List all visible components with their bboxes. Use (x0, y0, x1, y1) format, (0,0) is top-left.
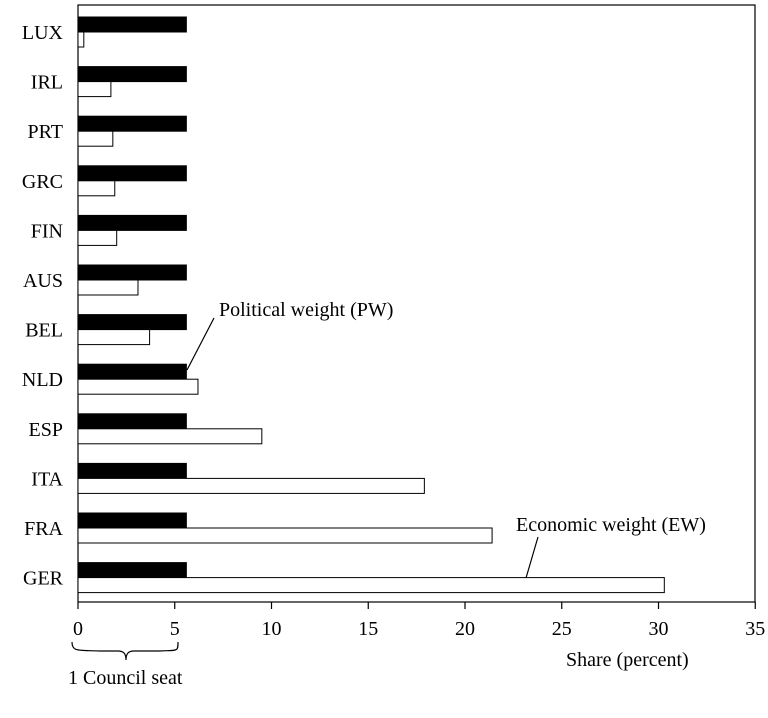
x-tick-label-20: 20 (455, 618, 475, 640)
ew-bar-grc (77, 180, 116, 197)
pw-leader-line (186, 317, 215, 371)
pw-bar-fra (77, 512, 187, 529)
category-label-esp: ESP (29, 419, 63, 441)
category-label-fra: FRA (24, 518, 63, 540)
ew-bar-lux (77, 31, 85, 48)
x-axis-ticks: 0 5 10 15 20 25 30 35 (73, 602, 765, 640)
ew-bar-ita (77, 477, 425, 494)
category-label-bel: BEL (25, 320, 63, 342)
ew-bar-nld (77, 378, 199, 395)
x-tick-label-30: 30 (649, 618, 669, 640)
pw-bar-lux (77, 16, 187, 33)
pw-bar-bel (77, 314, 187, 331)
ew-annotation: Economic weight (EW) (516, 514, 706, 536)
category-labels: LUX IRL PRT GRC FIN AUS BEL NLD ESP ITA FRA GER (22, 22, 64, 590)
bars-group (77, 16, 665, 594)
category-label-fin: FIN (31, 220, 63, 242)
ew-bar-bel (77, 329, 151, 346)
ew-bar-prt (77, 130, 114, 147)
x-tick-label-0: 0 (73, 618, 83, 640)
category-label-ger: GER (23, 568, 64, 590)
category-label-irl: IRL (31, 72, 63, 94)
council-seat-brace (71, 641, 179, 661)
pw-annotation: Political weight (PW) (219, 299, 393, 321)
ew-bar-esp (77, 428, 263, 445)
pw-bar-esp (77, 413, 187, 430)
pw-bar-aus (77, 264, 187, 281)
ew-bar-fin (77, 229, 118, 246)
pw-bar-fin (77, 214, 187, 231)
category-label-ita: ITA (31, 468, 63, 490)
x-tick-label-5: 5 (170, 618, 180, 640)
category-label-aus: AUS (23, 270, 63, 292)
x-tick-label-10: 10 (262, 618, 282, 640)
pw-bar-ita (77, 462, 187, 479)
x-tick-label-35: 35 (745, 618, 765, 640)
category-label-grc: GRC (22, 171, 63, 193)
category-label-prt: PRT (28, 121, 63, 143)
ew-leader-line (525, 536, 539, 579)
brace-label: 1 Council seat (68, 667, 183, 689)
category-label-lux: LUX (22, 22, 64, 44)
ew-bar-fra (77, 527, 493, 544)
pw-bar-nld (77, 363, 187, 380)
pw-bar-irl (77, 66, 187, 83)
plot-frame (77, 4, 756, 603)
pw-bar-ger (77, 562, 187, 579)
ew-bar-irl (77, 81, 112, 98)
ew-bar-ger (77, 577, 665, 594)
ew-bar-aus (77, 279, 139, 296)
x-tick-label-15: 15 (358, 618, 378, 640)
x-axis-label: Share (percent) (566, 649, 689, 671)
category-label-nld: NLD (22, 369, 63, 391)
pw-bar-prt (77, 115, 187, 132)
pw-bar-grc (77, 165, 187, 182)
x-tick-label-25: 25 (552, 618, 572, 640)
